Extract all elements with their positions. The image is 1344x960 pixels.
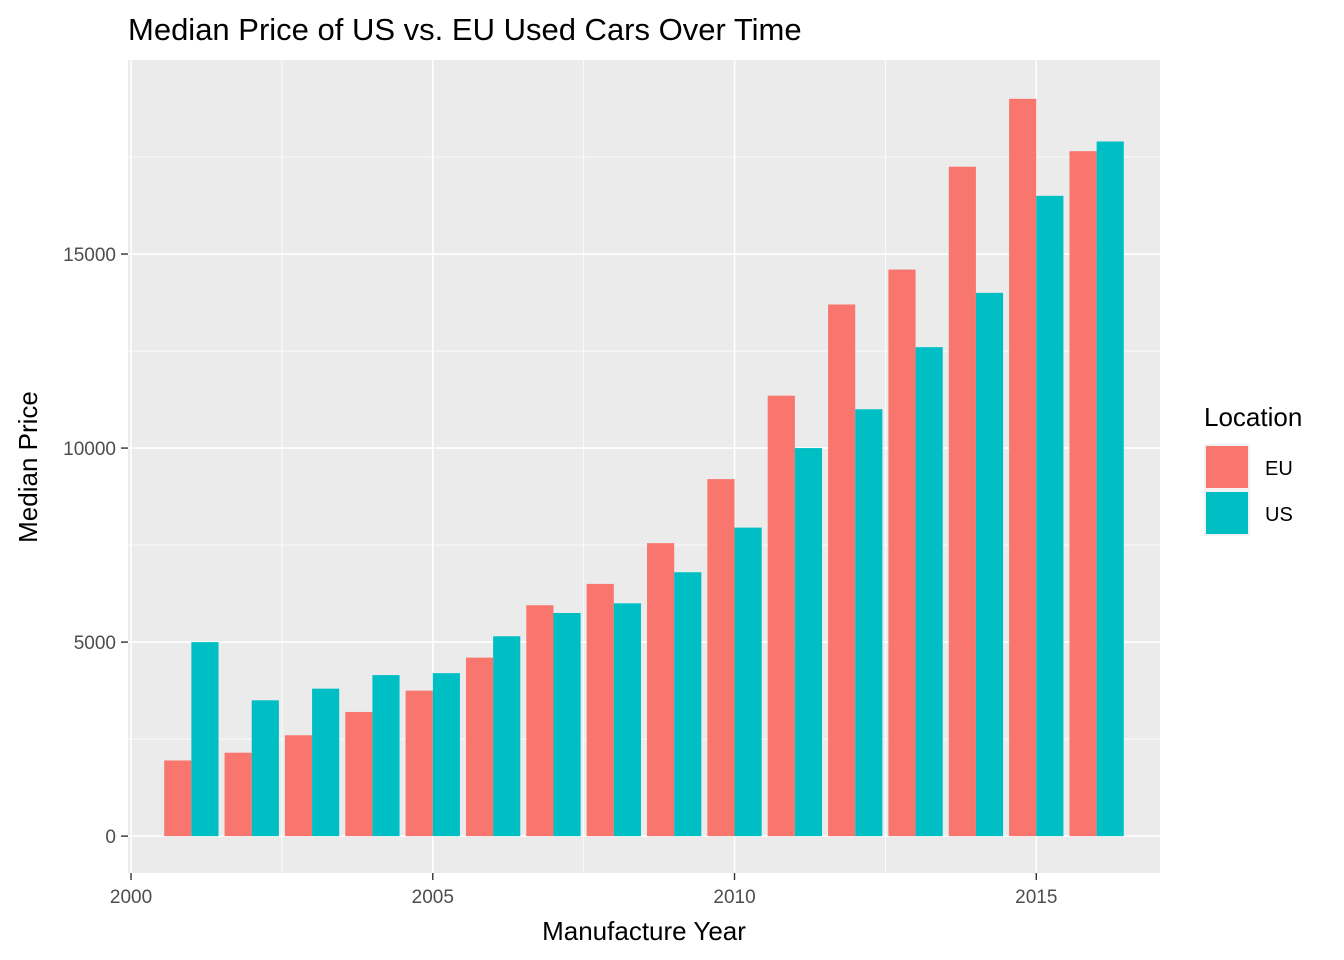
bar-us-2001	[191, 642, 219, 837]
x-tick-label: 2010	[713, 887, 755, 908]
bar-us-2014	[975, 292, 1004, 837]
bar-eu-2005	[405, 690, 433, 837]
y-tick-label: 15000	[63, 245, 116, 266]
bar-us-2010	[734, 527, 762, 837]
bar-us-2008	[613, 603, 641, 837]
legend-swatch-us	[1206, 492, 1248, 534]
bar-eu-2015	[1009, 98, 1037, 837]
chart-title: Median Price of US vs. EU Used Cars Over…	[128, 12, 802, 47]
bar-us-2015	[1036, 195, 1064, 837]
bar-us-2007	[553, 612, 581, 837]
y-axis-title: Median Price	[13, 391, 43, 543]
bar-us-2012	[855, 409, 883, 837]
bar-us-2005	[432, 673, 460, 837]
x-axis-title: Manufacture Year	[542, 916, 746, 946]
y-tick-label: 10000	[63, 439, 116, 460]
bar-eu-2007	[526, 605, 554, 837]
bar-eu-2013	[888, 269, 916, 837]
bar-us-2009	[674, 572, 702, 837]
bar-us-2016	[1096, 141, 1124, 837]
legend-label-us: US	[1265, 504, 1293, 526]
bar-eu-2009	[647, 543, 675, 837]
bar-eu-2016	[1069, 151, 1097, 837]
legend-swatch-eu	[1206, 446, 1248, 488]
x-tick-label: 2005	[412, 887, 454, 908]
bar-eu-2003	[284, 735, 313, 837]
x-tick-label: 2015	[1015, 887, 1057, 908]
bar-us-2011	[794, 448, 823, 837]
y-tick-label: 0	[105, 827, 116, 848]
bar-eu-2010	[707, 479, 735, 837]
bar-eu-2001	[164, 760, 192, 837]
bar-us-2002	[251, 700, 279, 837]
bars	[164, 98, 1124, 837]
bar-us-2013	[915, 347, 943, 837]
plot-panel	[128, 60, 1160, 873]
bar-us-2004	[372, 675, 400, 837]
bar-us-2006	[493, 636, 521, 837]
legend-label-eu: EU	[1265, 458, 1293, 480]
bar-eu-2002	[224, 752, 252, 837]
bar-eu-2006	[465, 657, 494, 837]
bar-eu-2004	[345, 711, 373, 837]
bar-eu-2014	[948, 166, 976, 837]
x-tick-label: 2000	[110, 887, 152, 908]
bar-us-2003	[312, 688, 340, 837]
legend: Location EU US	[1204, 402, 1302, 536]
bar-eu-2008	[586, 583, 614, 837]
bar-eu-2012	[828, 304, 856, 837]
x-axis: 2000 2005 2010 2015	[110, 873, 1057, 908]
y-axis: 0 5000 10000 15000	[63, 245, 128, 848]
y-tick-label: 5000	[74, 633, 116, 654]
legend-title: Location	[1204, 402, 1302, 432]
bar-eu-2011	[767, 395, 795, 837]
